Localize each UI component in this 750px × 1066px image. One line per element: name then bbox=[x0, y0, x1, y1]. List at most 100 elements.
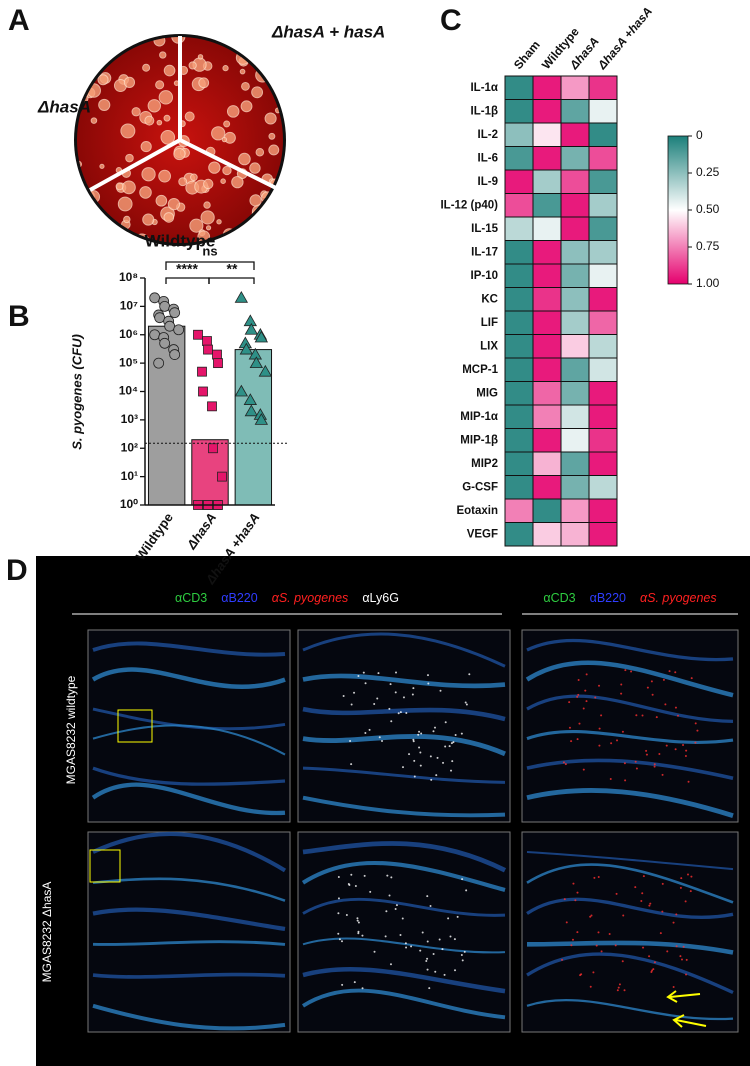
data-point bbox=[193, 329, 203, 340]
heatmap-cell bbox=[504, 216, 534, 241]
heatmap-cell bbox=[504, 334, 534, 359]
colorbar-tick-label: 0.25 bbox=[696, 165, 720, 179]
stain-label: αB220 bbox=[590, 591, 626, 605]
stain-legend: αCD3 αB220 αS. pyogenes αLy6G bbox=[175, 591, 399, 605]
y-tick-label: 10³ bbox=[121, 412, 138, 426]
row-label: MIP-1α bbox=[460, 411, 498, 423]
data-point bbox=[239, 342, 254, 355]
heatmap-cell bbox=[560, 122, 590, 147]
heatmap-cell bbox=[504, 381, 534, 406]
heatmap-cell bbox=[532, 428, 562, 453]
data-point bbox=[173, 324, 185, 336]
heatmap-cell bbox=[588, 146, 618, 171]
data-point bbox=[149, 292, 161, 304]
heatmap-cell bbox=[504, 263, 534, 288]
heatmap-cell bbox=[532, 522, 562, 547]
heatmap-cell bbox=[560, 404, 590, 429]
row-label: IL-17 bbox=[471, 246, 498, 258]
heatmap-cell bbox=[532, 475, 562, 500]
x-tick-label: Wildtype bbox=[133, 510, 176, 563]
heatmap-cell bbox=[588, 193, 618, 218]
heatmap-cell bbox=[560, 169, 590, 194]
data-point bbox=[197, 366, 207, 377]
heatmap-cell bbox=[560, 451, 590, 476]
row-label: IL-2 bbox=[478, 129, 498, 141]
heatmap-cell bbox=[532, 169, 562, 194]
heatmap-cell bbox=[588, 404, 618, 429]
heatmap-cell bbox=[560, 428, 590, 453]
heatmap-cell bbox=[532, 404, 562, 429]
heatmap-cell bbox=[504, 193, 534, 218]
row-label: MIG bbox=[476, 387, 498, 399]
heatmap-cell bbox=[504, 498, 534, 523]
panel-label: D bbox=[6, 554, 28, 587]
heatmap-cell bbox=[504, 169, 534, 194]
heatmap-cell bbox=[504, 357, 534, 382]
heatmap-cell bbox=[588, 310, 618, 335]
heatmap-cell bbox=[588, 240, 618, 265]
data-point bbox=[244, 404, 259, 417]
data-point bbox=[234, 291, 249, 303]
heatmap-cell bbox=[532, 75, 562, 100]
heatmap-cell bbox=[504, 287, 534, 312]
heatmap-cell bbox=[588, 498, 618, 523]
y-tick-label: 10⁴ bbox=[119, 384, 138, 398]
column-label: ΔhasA +hasA bbox=[594, 4, 655, 72]
data-point bbox=[202, 336, 212, 346]
heatmap-cell bbox=[588, 263, 618, 288]
heatmap-cell bbox=[588, 357, 618, 382]
heatmap-cell bbox=[560, 263, 590, 288]
row-label: LIF bbox=[481, 317, 498, 329]
row-label: MGAS8232 ΔhasA bbox=[40, 882, 54, 983]
heatmap-cell bbox=[504, 122, 534, 147]
data-point bbox=[212, 349, 222, 360]
heatmap-cell bbox=[504, 475, 534, 500]
heatmap-cell bbox=[560, 216, 590, 241]
heatmap-cell bbox=[560, 381, 590, 406]
data-point bbox=[213, 358, 223, 369]
heatmap-cell bbox=[588, 522, 618, 547]
stain-legend: αCD3 αB220 αS. pyogenes bbox=[543, 591, 716, 605]
significance: **** bbox=[176, 261, 198, 277]
row-label: IP-10 bbox=[471, 270, 499, 282]
heatmap-cell bbox=[532, 287, 562, 312]
colorbar-tick-label: 0 bbox=[696, 128, 703, 142]
row-label: IL-6 bbox=[478, 152, 498, 164]
colorbar-tick-label: 0.50 bbox=[696, 202, 720, 216]
data-point bbox=[154, 312, 166, 324]
heatmap-cell bbox=[532, 122, 562, 147]
row-label: MIP2 bbox=[471, 458, 498, 470]
y-tick-label: 10² bbox=[121, 440, 138, 454]
data-point bbox=[244, 322, 259, 335]
heatmap-cell bbox=[588, 75, 618, 100]
y-tick-label: 10¹ bbox=[121, 469, 138, 483]
row-label: IL-1α bbox=[470, 82, 498, 94]
heatmap-cell bbox=[588, 169, 618, 194]
heatmap-cell bbox=[588, 475, 618, 500]
data-point bbox=[164, 320, 176, 332]
row-label: Eotaxin bbox=[456, 505, 498, 517]
data-point bbox=[203, 344, 213, 355]
significance: ** bbox=[227, 261, 238, 277]
heatmap-cell bbox=[504, 75, 534, 100]
y-tick-label: 10⁷ bbox=[120, 299, 138, 313]
micrographs bbox=[87, 629, 739, 1033]
heatmap-cell bbox=[588, 287, 618, 312]
heatmap-cell bbox=[532, 334, 562, 359]
heatmap-cell bbox=[560, 146, 590, 171]
y-tick-label: 10⁰ bbox=[120, 497, 138, 511]
stain-label: αS. pyogenes bbox=[272, 591, 349, 605]
micrograph bbox=[297, 831, 511, 1033]
data-point bbox=[149, 329, 161, 341]
heatmap-cell bbox=[532, 263, 562, 288]
micrograph bbox=[297, 629, 511, 823]
data-point bbox=[243, 314, 258, 327]
data-point bbox=[258, 364, 273, 377]
heatmap-cell bbox=[588, 428, 618, 453]
heatmap-cell bbox=[588, 216, 618, 241]
y-tick-label: 10⁵ bbox=[119, 355, 138, 369]
row-label: IL-12 (p40) bbox=[440, 199, 498, 211]
heatmap-cell bbox=[560, 475, 590, 500]
heatmap-cell bbox=[588, 451, 618, 476]
